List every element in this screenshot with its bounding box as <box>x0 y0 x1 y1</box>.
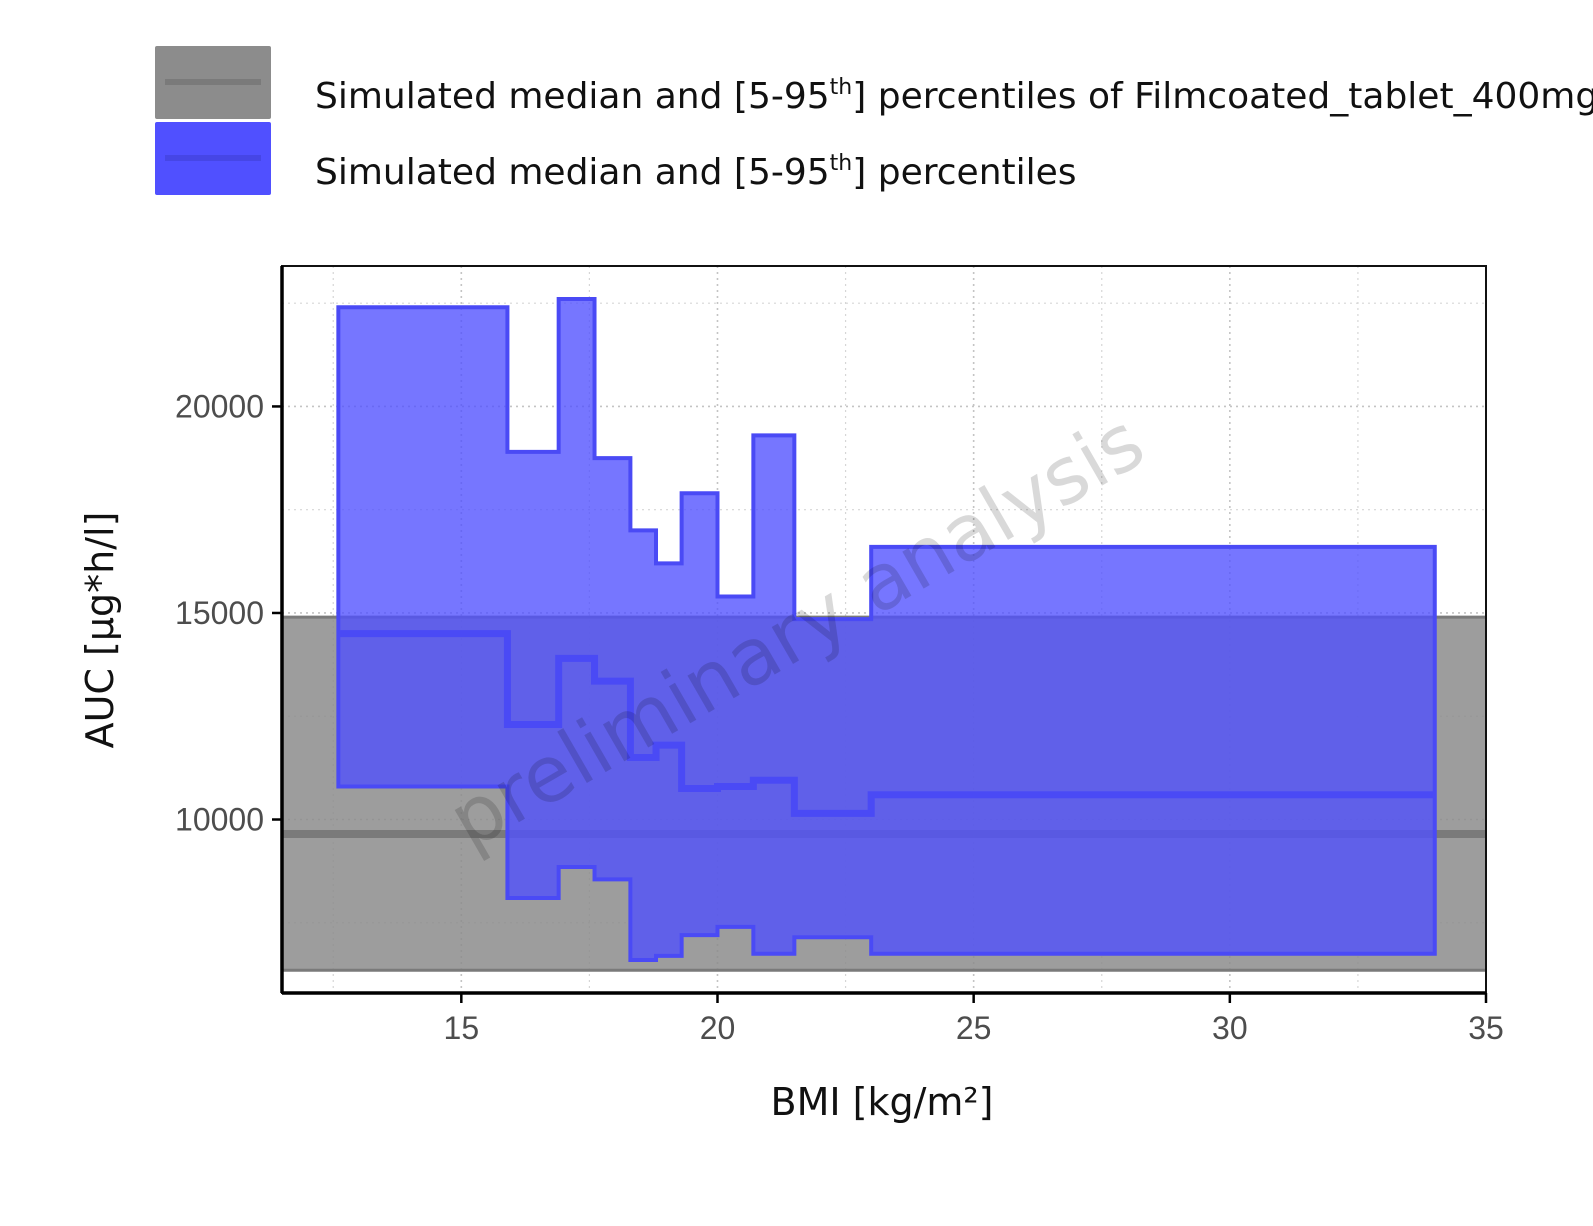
legend-label-simulated-sup: th <box>830 151 853 176</box>
legend-entry-reference: Simulated median and [5-95th] percentile… <box>155 46 1593 119</box>
y-ticks: 10000 15000 20000 <box>175 388 282 838</box>
y-tick-label-1: 15000 <box>175 595 264 631</box>
x-axis-title: BMI [kg/m²] <box>771 1080 994 1124</box>
y-tick-label-2: 20000 <box>175 388 264 424</box>
legend: Simulated median and [5-95th] percentile… <box>155 46 1593 195</box>
legend-label-reference: Simulated median and [5-95th] percentile… <box>315 75 1593 117</box>
legend-entry-simulated: Simulated median and [5-95th] percentile… <box>155 122 1077 195</box>
x-tick-label-4: 35 <box>1468 1010 1504 1046</box>
y-tick-label-0: 10000 <box>175 802 264 838</box>
legend-label-simulated-end: ] percentiles <box>852 152 1076 193</box>
x-ticks: 15 20 25 30 35 <box>444 993 1504 1046</box>
x-tick-label-1: 20 <box>700 1010 736 1046</box>
legend-label-reference-main: Simulated median and [5-95 <box>315 76 830 117</box>
legend-label-reference-sup: th <box>830 75 853 100</box>
legend-label-simulated-main: Simulated median and [5-95 <box>315 152 830 193</box>
simulated-band <box>336 297 1437 962</box>
x-tick-label-3: 30 <box>1212 1010 1248 1046</box>
legend-label-simulated: Simulated median and [5-95th] percentile… <box>315 151 1077 193</box>
x-tick-label-2: 25 <box>956 1010 992 1046</box>
legend-label-reference-end: ] percentiles of Filmcoated_tablet_400mg… <box>852 76 1593 117</box>
simulated-range-outline <box>336 297 1437 962</box>
x-tick-label-0: 15 <box>444 1010 480 1046</box>
simulated-median-line <box>338 630 1435 817</box>
y-axis-title: AUC [µg*h/l] <box>78 512 122 749</box>
